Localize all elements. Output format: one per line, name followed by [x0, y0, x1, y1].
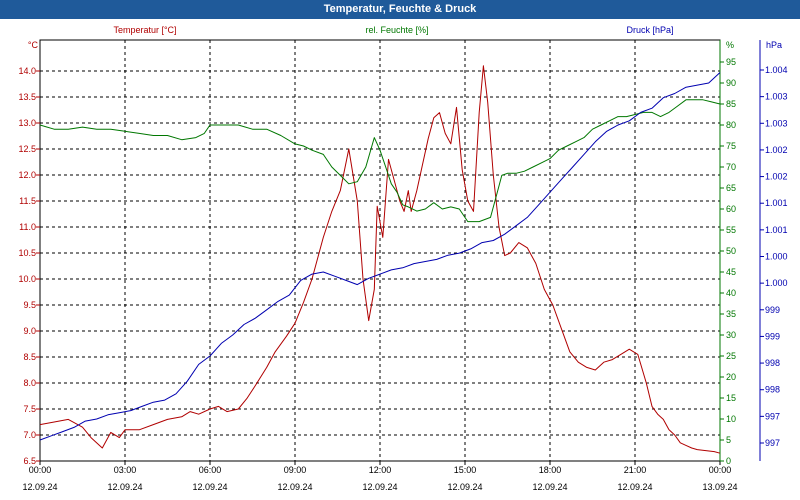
temperature-tick-label: 8.0	[23, 378, 36, 388]
x-tick-time: 21:00	[624, 465, 647, 475]
temperature-tick-label: 6.5	[23, 456, 36, 466]
pressure-tick-label: 1.002	[765, 172, 788, 182]
temperature-series-line	[39, 65, 721, 454]
pressure-tick-label: 997	[765, 411, 780, 421]
humidity-tick-label: 75	[726, 141, 736, 151]
temperature-tick-label: 14.0	[18, 66, 36, 76]
x-tick-time: 06:00	[199, 465, 222, 475]
humidity-tick-label: 60	[726, 204, 736, 214]
x-tick-date: 12.09.24	[22, 482, 57, 492]
humidity-tick-label: 85	[726, 99, 736, 109]
x-tick-time: 18:00	[539, 465, 562, 475]
humidity-unit: %	[726, 40, 734, 50]
x-tick-date: 12.09.24	[277, 482, 312, 492]
humidity-tick-label: 20	[726, 372, 736, 382]
humidity-tick-label: 15	[726, 393, 736, 403]
x-tick-date: 12.09.24	[107, 482, 142, 492]
humidity-tick-label: 45	[726, 267, 736, 277]
x-tick-date: 12.09.24	[362, 482, 397, 492]
pressure-tick-label: 1.000	[765, 252, 788, 262]
humidity-tick-label: 30	[726, 330, 736, 340]
temperature-tick-label: 7.5	[23, 404, 36, 414]
humidity-tick-label: 65	[726, 183, 736, 193]
chart-title-bar: Temperatur, Feuchte & Druck	[0, 0, 800, 19]
temperature-unit: °C	[28, 40, 39, 50]
humidity-tick-label: 50	[726, 246, 736, 256]
pressure-tick-label: 1.001	[765, 225, 788, 235]
temperature-tick-label: 11.0	[19, 222, 36, 232]
temperature-tick-label: 12.5	[18, 144, 36, 154]
humidity-tick-label: 35	[726, 309, 736, 319]
temperature-tick-label: 13.0	[18, 118, 36, 128]
pressure-tick-label: 997	[765, 438, 780, 448]
x-tick-date: 12.09.24	[192, 482, 227, 492]
humidity-tick-label: 70	[726, 162, 736, 172]
temperature-tick-label: 9.0	[23, 326, 36, 336]
x-tick-time: 00:00	[29, 465, 52, 475]
chart-title: Temperatur, Feuchte & Druck	[323, 3, 477, 15]
pressure-tick-label: 999	[765, 331, 780, 341]
temperature-axis-label: Temperatur [°C]	[113, 25, 176, 35]
humidity-tick-label: 40	[726, 288, 736, 298]
pressure-tick-label: 1.003	[765, 118, 788, 128]
humidity-axis-label: rel. Feuchte [%]	[365, 25, 428, 35]
chart: 00:00 12.09.24 03:00 12.09.24 06:00 12.09.24 0…	[18, 25, 788, 492]
pressure-series-line	[39, 72, 721, 441]
pressure-tick-label: 1.002	[765, 145, 788, 155]
temperature-tick-label: 9.5	[23, 300, 36, 310]
x-tick-date: 12.09.24	[532, 482, 567, 492]
pressure-tick-label: 998	[765, 385, 780, 395]
humidity-tick-label: 10	[726, 414, 736, 424]
temperature-tick-label: 7.0	[23, 430, 36, 440]
pressure-tick-label: 1.004	[765, 65, 788, 75]
pressure-tick-label: 1.003	[765, 92, 788, 102]
x-tick-date: 12.09.24	[447, 482, 482, 492]
temperature-tick-label: 10.0	[18, 274, 36, 284]
humidity-tick-label: 95	[726, 57, 736, 67]
pressure-axis-label: Druck [hPa]	[626, 25, 673, 35]
temperature-tick-label: 8.5	[23, 352, 36, 362]
pressure-tick-label: 998	[765, 358, 780, 368]
temperature-tick-label: 12.0	[18, 170, 36, 180]
temperature-tick-label: 10.5	[18, 248, 36, 258]
x-tick-date: 12.09.24	[617, 482, 652, 492]
pressure-tick-label: 1.000	[765, 278, 788, 288]
temperature-tick-label: 11.5	[19, 196, 36, 206]
humidity-tick-label: 80	[726, 120, 736, 130]
temperature-tick-label: 13.5	[18, 92, 36, 102]
x-tick-time: 12:00	[369, 465, 392, 475]
pressure-tick-label: 999	[765, 305, 780, 315]
pressure-tick-label: 1.001	[765, 198, 788, 208]
humidity-series-line	[39, 99, 721, 223]
x-tick-date: 13.09.24	[702, 482, 737, 492]
pressure-unit: hPa	[766, 40, 782, 50]
humidity-tick-label: 5	[726, 435, 731, 445]
humidity-tick-label: 90	[726, 78, 736, 88]
humidity-tick-label: 0	[726, 456, 731, 466]
humidity-tick-label: 55	[726, 225, 736, 235]
x-tick-time: 09:00	[284, 465, 307, 475]
x-tick-time: 15:00	[454, 465, 477, 475]
humidity-tick-label: 25	[726, 351, 736, 361]
x-tick-time: 03:00	[114, 465, 137, 475]
x-tick-time: 00:00	[709, 465, 732, 475]
